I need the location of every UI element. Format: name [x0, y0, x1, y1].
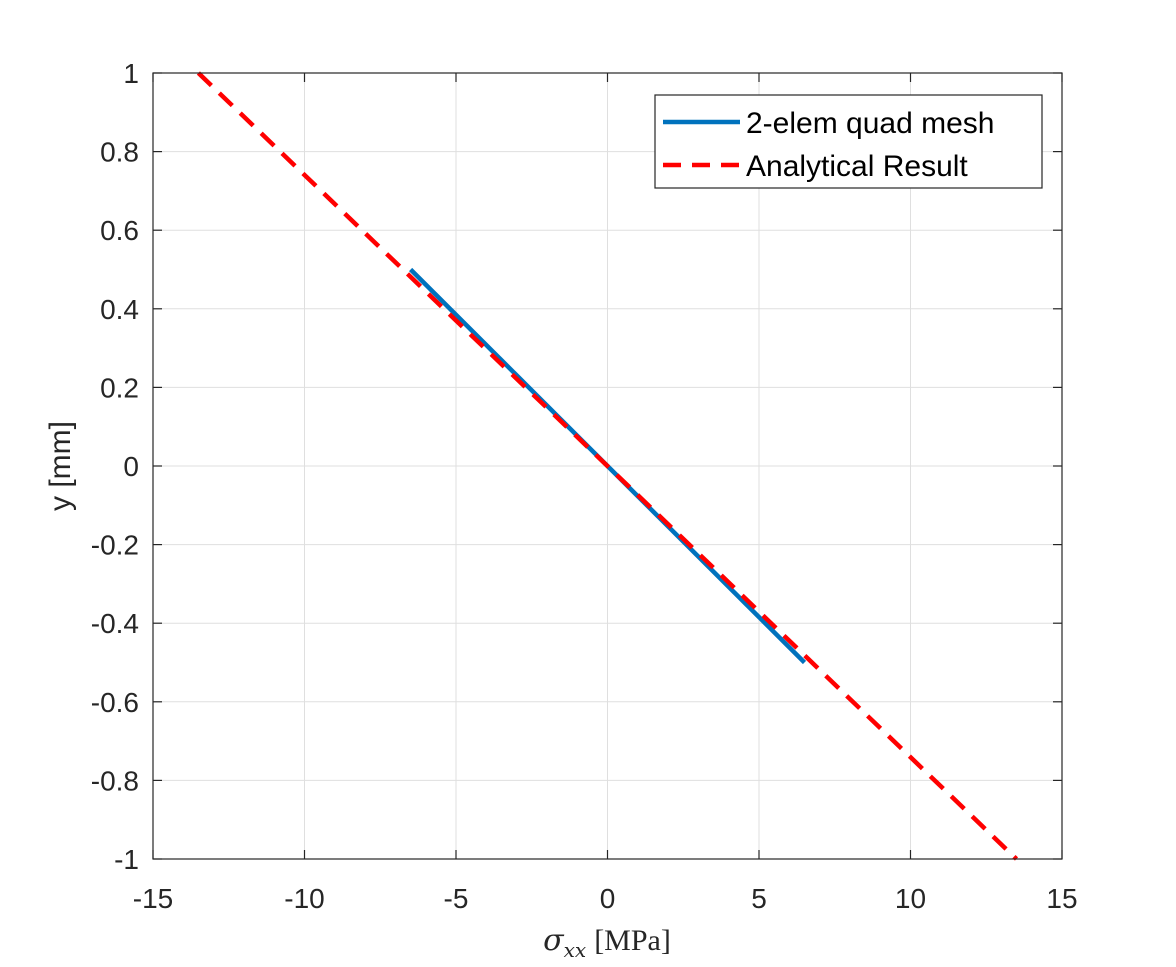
x-tick-label: -5 — [444, 883, 469, 914]
ticks — [152, 72, 1063, 860]
x-axis-label-unit: [MPa] — [594, 924, 671, 957]
x-tick-label: 5 — [751, 883, 767, 914]
x-tick-label: 10 — [895, 883, 926, 914]
legend-label-analytical: Analytical Result — [746, 150, 968, 183]
y-tick-label: 0.2 — [100, 372, 139, 403]
legend-item-1: Analytical Result — [663, 150, 968, 183]
legend-item-0: 2-elem quad mesh — [663, 107, 994, 140]
x-tick-labels: -15 -10 -5 0 5 10 15 — [133, 883, 1078, 914]
y-tick-label: -0.6 — [91, 687, 139, 718]
x-tick-label: 15 — [1046, 883, 1077, 914]
y-axis-label: y [mm] — [44, 421, 77, 511]
y-tick-label: 1 — [123, 58, 139, 89]
x-axis-label-subscript: xx — [564, 938, 587, 962]
y-tick-label: -0.4 — [91, 608, 139, 639]
series-layer — [196, 71, 1019, 861]
x-axis-label: σxx [MPa] — [543, 923, 671, 962]
y-tick-label: 0.8 — [100, 137, 139, 168]
y-tick-label: -0.2 — [91, 530, 139, 561]
legend-label-mesh: 2-elem quad mesh — [746, 107, 994, 140]
x-tick-label: 0 — [600, 883, 616, 914]
y-tick-label: -0.8 — [91, 765, 139, 796]
x-tick-label: -10 — [284, 883, 324, 914]
legend: 2-elem quad mesh Analytical Result — [654, 94, 1043, 189]
legend-box — [654, 94, 1043, 189]
y-tick-label: 0.6 — [100, 215, 139, 246]
y-tick-labels: -1 -0.8 -0.6 -0.4 -0.2 0 0.2 0.4 0.6 0.8 1 — [91, 58, 139, 875]
y-tick-label: 0 — [123, 451, 139, 482]
x-axis-label-symbol: σ — [543, 923, 565, 958]
y-tick-label: 0.4 — [100, 294, 139, 325]
x-tick-label: -15 — [133, 883, 173, 914]
series-line-analytical — [196, 71, 1019, 861]
y-tick-label: -1 — [114, 844, 139, 875]
